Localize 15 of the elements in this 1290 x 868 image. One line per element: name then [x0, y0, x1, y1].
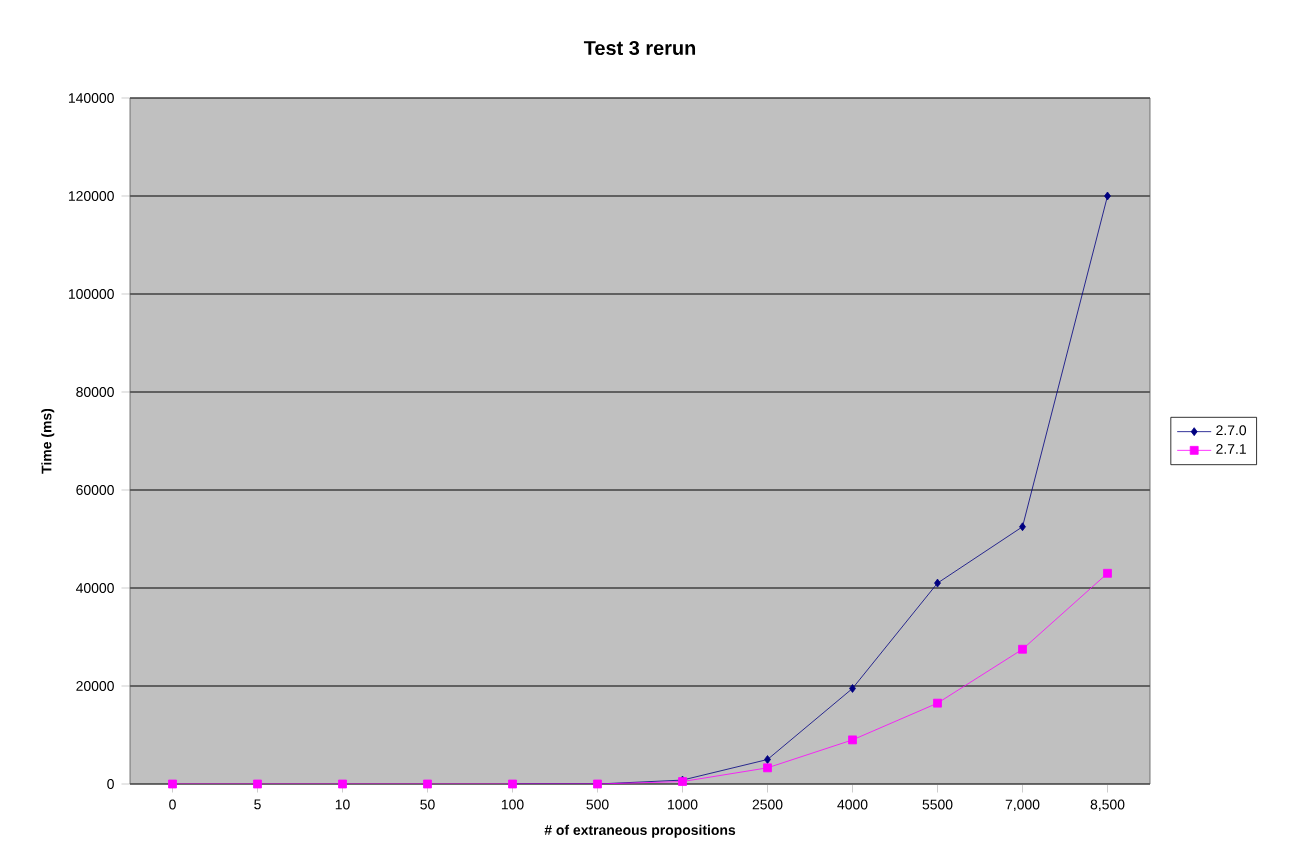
point — [423, 779, 432, 789]
point — [338, 779, 347, 789]
point — [1104, 191, 1111, 201]
point — [168, 779, 177, 789]
point — [253, 779, 262, 789]
chart-title: Test 3 rerun — [583, 40, 696, 56]
point — [1103, 568, 1112, 578]
point — [933, 698, 942, 708]
point — [848, 735, 857, 745]
point — [764, 755, 771, 764]
point — [763, 763, 772, 773]
point — [934, 578, 941, 588]
point — [1019, 522, 1026, 532]
point — [1018, 644, 1027, 654]
point — [849, 684, 856, 693]
